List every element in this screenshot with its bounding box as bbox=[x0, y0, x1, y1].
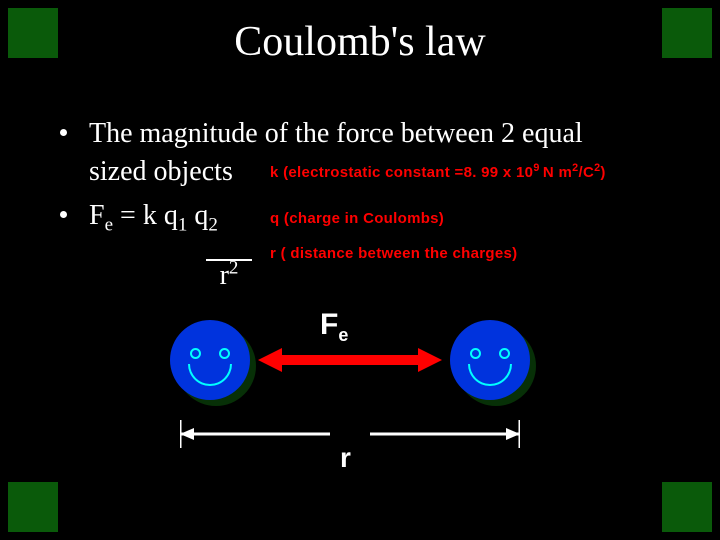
smiley-eye-right bbox=[219, 348, 230, 359]
equation-denominator: r2 bbox=[220, 261, 239, 292]
definition-r: r ( distance between the charges) bbox=[270, 245, 517, 262]
smiley-mouth bbox=[188, 364, 232, 386]
smiley-eye-right bbox=[499, 348, 510, 359]
bullet-dot-icon bbox=[60, 129, 67, 136]
equation-fe: Fe = k q1 q2 bbox=[89, 200, 218, 231]
smiley-eye-left bbox=[190, 348, 201, 359]
bullet-list: The magnitude of the force between 2 equ… bbox=[60, 115, 690, 298]
definition-q: q (charge in Coulombs) bbox=[270, 210, 444, 227]
bullet-1-line-a: The magnitude of the force between 2 equ… bbox=[89, 118, 583, 149]
equation-fraction: r2 bbox=[206, 259, 252, 292]
charge-left-icon bbox=[170, 320, 250, 400]
slide-title: Coulomb's law bbox=[0, 18, 720, 66]
corner-square-bottom-right bbox=[662, 482, 712, 532]
bullet-1-line-b: sized objects bbox=[89, 156, 233, 187]
force-arrow-icon bbox=[258, 348, 442, 372]
label-fe: Fe bbox=[320, 308, 348, 346]
corner-square-bottom-left bbox=[8, 482, 58, 532]
definition-k: k (electrostatic constant =8. 99 x 109 N… bbox=[270, 164, 606, 181]
charge-right-icon bbox=[450, 320, 530, 400]
bullet-dot-icon bbox=[60, 211, 67, 218]
smiley-mouth bbox=[468, 364, 512, 386]
smiley-eye-left bbox=[470, 348, 481, 359]
label-r: r bbox=[340, 442, 351, 474]
